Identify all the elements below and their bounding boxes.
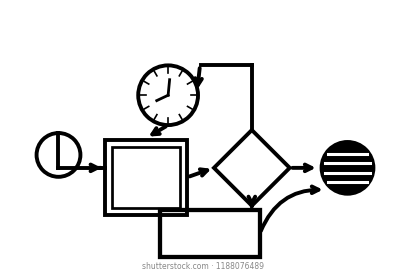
Circle shape [321,142,373,194]
Text: shutterstock.com · 1188076489: shutterstock.com · 1188076489 [142,262,263,271]
Bar [112,147,180,208]
Bar [105,140,187,215]
Bar [160,210,259,257]
